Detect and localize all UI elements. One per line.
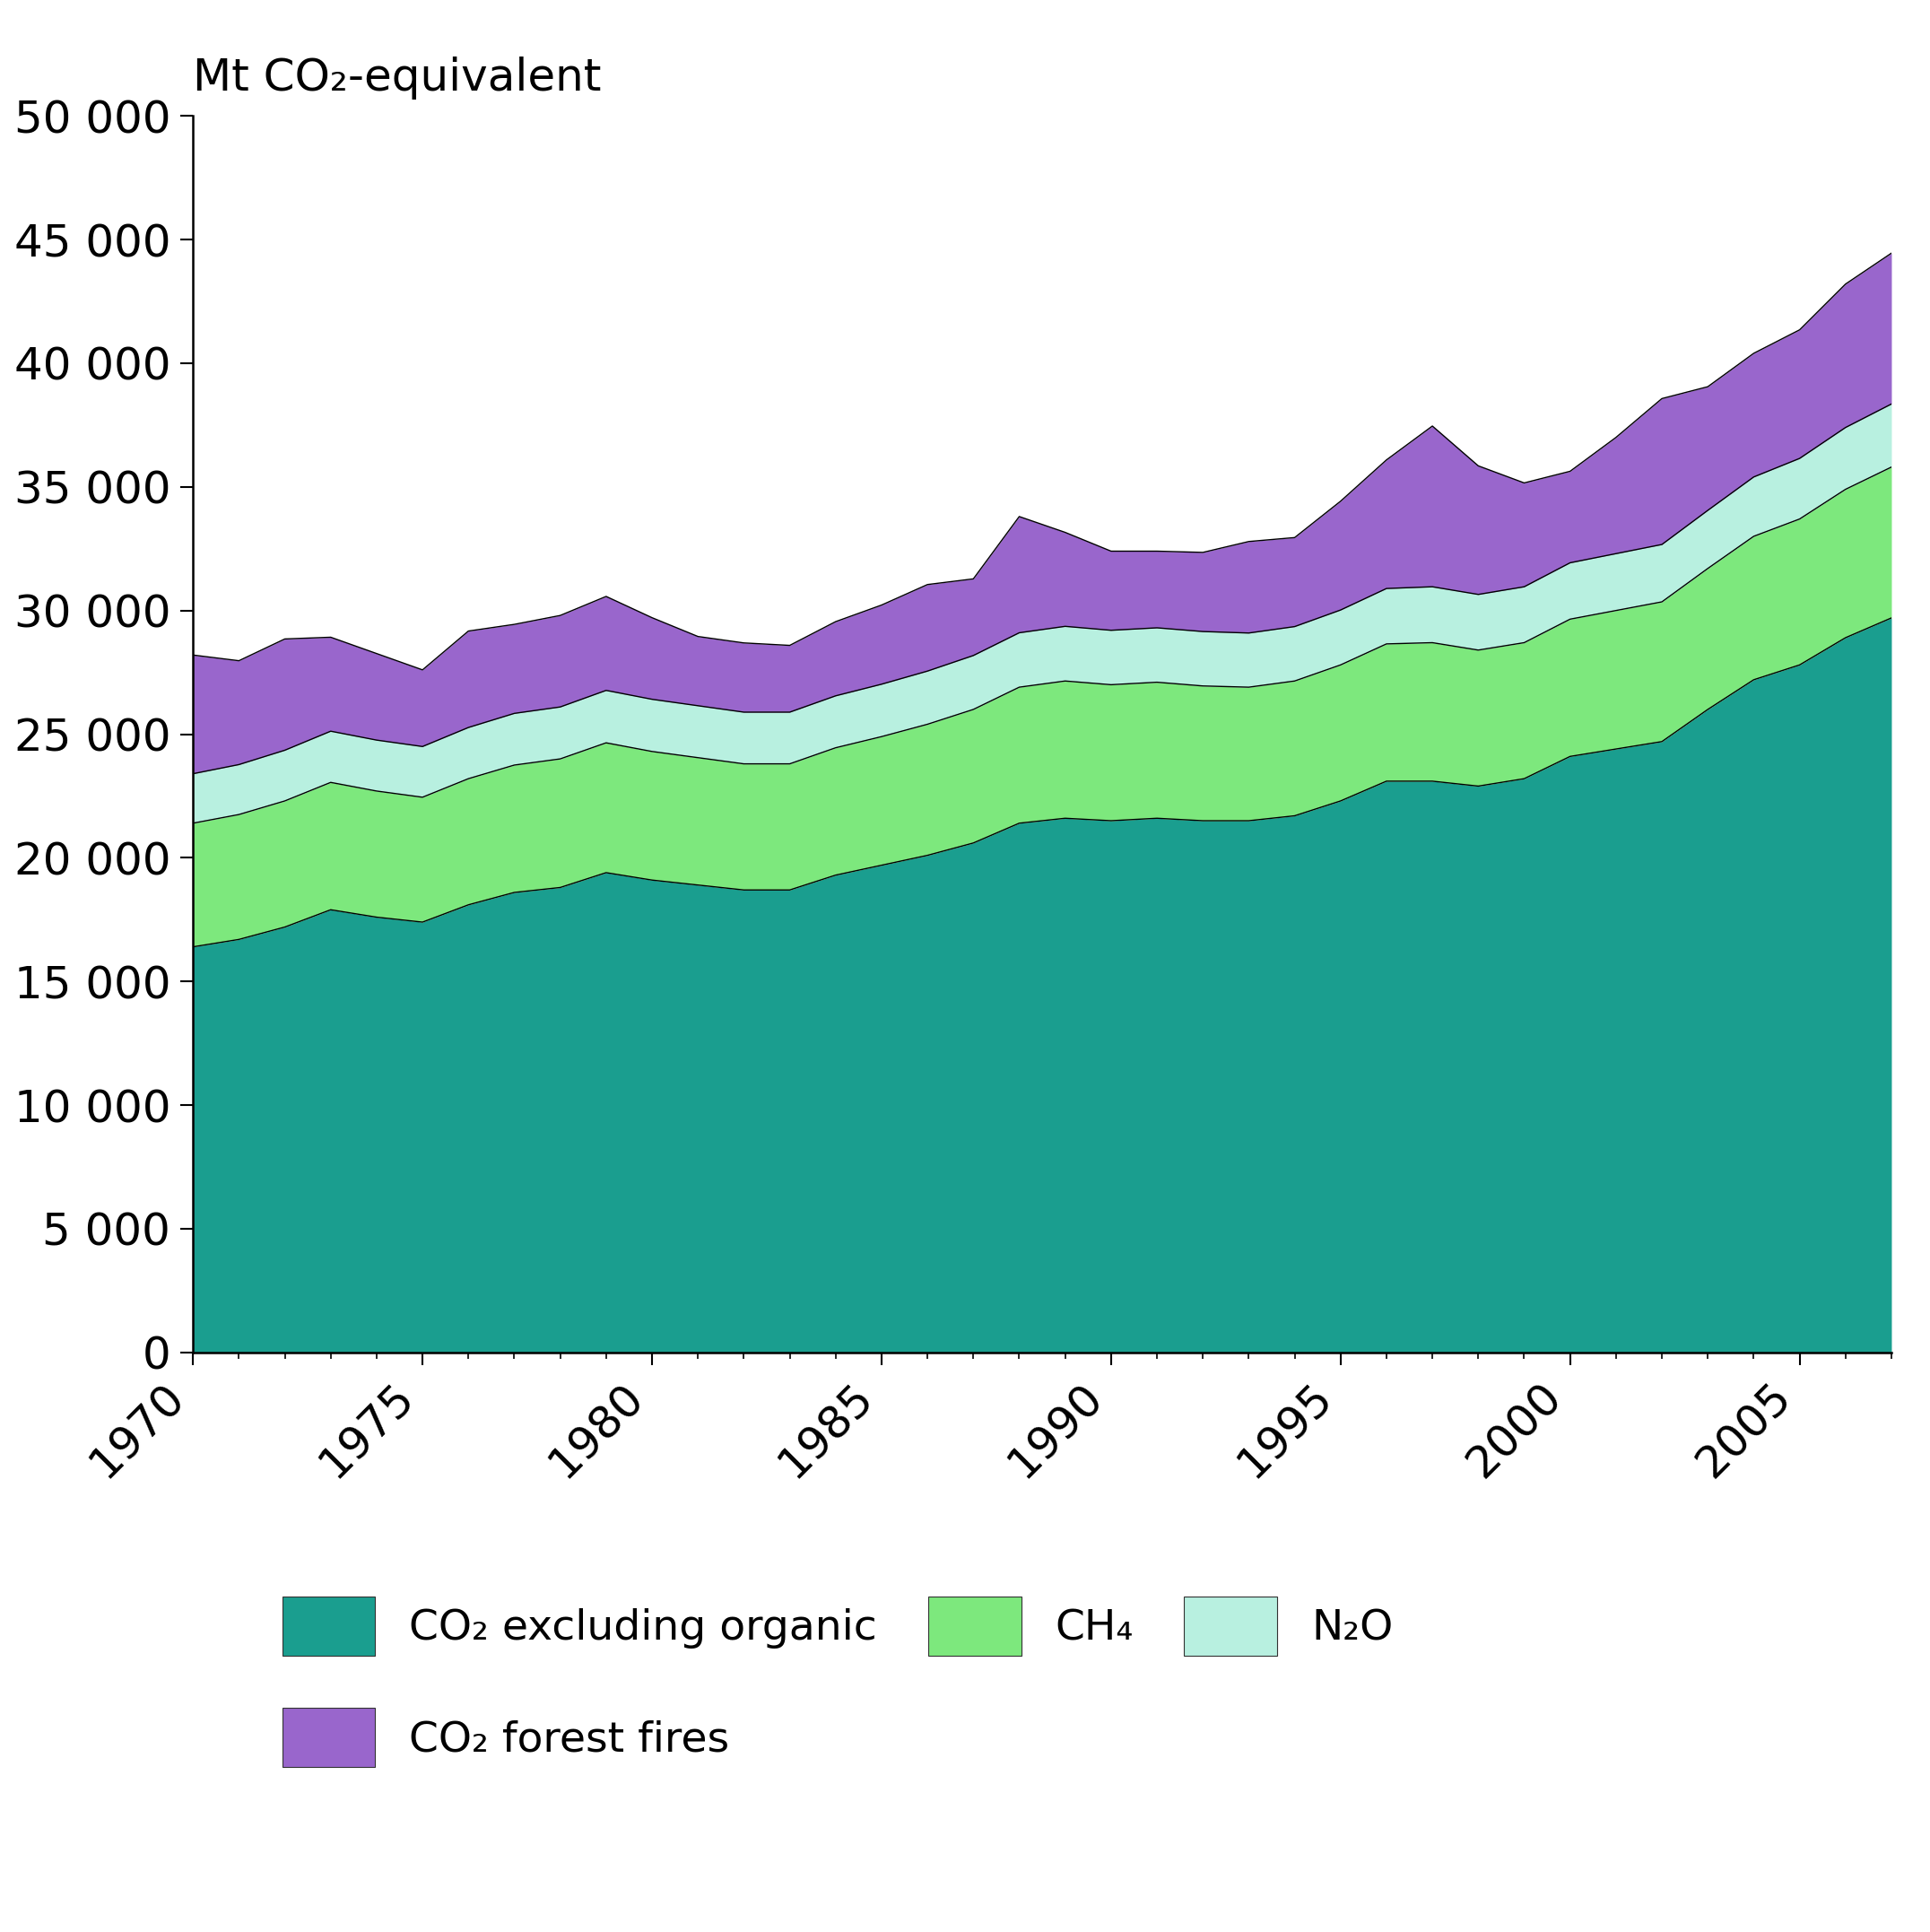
Text: Mt CO₂-equivalent: Mt CO₂-equivalent <box>193 56 602 100</box>
Legend: CO₂ forest fires: CO₂ forest fires <box>282 1708 730 1768</box>
